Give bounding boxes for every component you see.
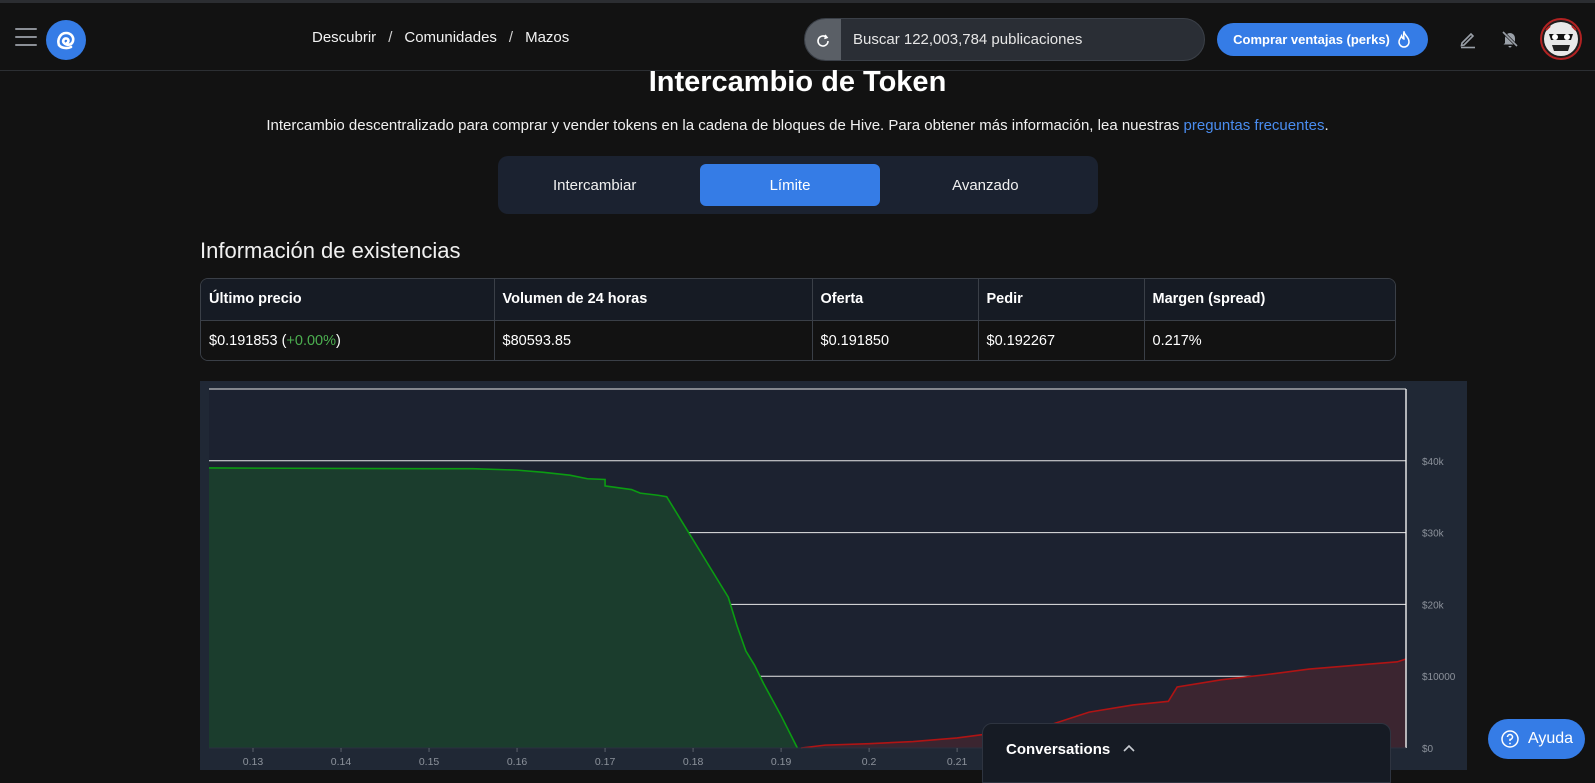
asks-line xyxy=(800,658,1407,749)
window-top-edge xyxy=(0,0,1595,3)
x-tick-label: 0.15 xyxy=(419,756,440,768)
depth-chart[interactable]: $0 $10000 $20k $30k $40k 0.13 0.14 0.15 0.16 0.17… xyxy=(200,381,1467,770)
menu-icon[interactable] xyxy=(15,28,37,46)
x-tick-label: 0.16 xyxy=(507,756,528,768)
faq-link[interactable]: preguntas frecuentes xyxy=(1183,117,1325,134)
page-subtitle: Intercambio descentralizado para comprar… xyxy=(0,117,1595,134)
bids-line xyxy=(208,467,799,749)
x-tick-label: 0.19 xyxy=(771,756,792,768)
x-tick-label: 0.21 xyxy=(947,756,968,768)
depth-chart-svg[interactable]: $0 $10000 $20k $30k $40k 0.13 0.14 0.15 0.16 0.17… xyxy=(200,381,1467,770)
buy-perks-label: Comprar ventajas (perks) xyxy=(1233,32,1390,47)
header-volume: Volumen de 24 horas xyxy=(494,279,813,321)
tab-limit[interactable]: Límite xyxy=(700,164,880,206)
header-bid: Oferta xyxy=(812,279,979,321)
bids-area xyxy=(209,467,798,748)
conversations-label: Conversations xyxy=(1006,741,1111,758)
search-input[interactable]: Buscar 122,003,784 publicaciones xyxy=(853,31,1083,48)
search-bar[interactable]: Buscar 122,003,784 publicaciones xyxy=(804,18,1205,61)
subtitle-end: . xyxy=(1324,117,1329,134)
stock-info-title: Información de existencias xyxy=(200,238,461,263)
header-spread: Margen (spread) xyxy=(1144,279,1395,321)
stock-info-table: Último precio Volumen de 24 horas Oferta… xyxy=(200,278,1396,361)
last-price-cell: $0.191853 (+0.00%) xyxy=(201,320,495,360)
logo-icon xyxy=(57,31,75,50)
breadcrumb: Descubrir / Comunidades / Mazos xyxy=(312,29,569,46)
price-change: +0.00% xyxy=(286,332,336,349)
table-header-row: Último precio Volumen de 24 horas Oferta… xyxy=(201,279,1395,321)
y-tick-label: $20k xyxy=(1422,600,1445,611)
x-tick-label: 0.13 xyxy=(243,756,264,768)
ecency-logo[interactable] xyxy=(46,20,86,60)
ask-value: $0.192267 xyxy=(978,320,1145,360)
conversations-panel[interactable]: Conversations xyxy=(982,723,1391,783)
y-tick-label: $0 xyxy=(1422,744,1434,755)
notifications-off-icon[interactable] xyxy=(1500,29,1520,49)
breadcrumb-communities[interactable]: Comunidades xyxy=(404,29,497,46)
mode-tabs: Intercambiar Límite Avanzado xyxy=(498,156,1098,214)
x-tick-label: 0.18 xyxy=(683,756,704,768)
page-title: Intercambio de Token xyxy=(648,66,947,98)
search-refresh-icon[interactable] xyxy=(805,19,841,60)
tab-swap[interactable]: Intercambiar xyxy=(552,176,637,194)
change-open: ( xyxy=(277,332,287,349)
table-row: $0.191853 (+0.00%) $80593.85 $0.191850 $… xyxy=(201,320,1395,360)
x-tick-label: 0.17 xyxy=(595,756,616,768)
y-tick-label: $40k xyxy=(1422,457,1445,468)
help-button[interactable]: Ayuda xyxy=(1488,719,1585,759)
breadcrumb-discover[interactable]: Descubrir xyxy=(312,29,377,46)
breadcrumb-decks[interactable]: Mazos xyxy=(525,29,570,46)
last-price-value: $0.191853 xyxy=(209,332,278,349)
breadcrumb-separator: / xyxy=(508,29,514,46)
chevron-up-icon[interactable] xyxy=(1122,743,1136,753)
y-tick-label: $30k xyxy=(1422,529,1445,540)
spread-value: 0.217% xyxy=(1144,320,1395,360)
breadcrumb-separator: / xyxy=(388,29,393,46)
y-tick-label: $10000 xyxy=(1422,672,1456,683)
flame-icon xyxy=(1398,30,1410,48)
tab-advanced[interactable]: Avanzado xyxy=(952,176,1019,194)
edit-icon[interactable] xyxy=(1458,29,1478,49)
buy-perks-button[interactable]: Comprar ventajas (perks) xyxy=(1217,23,1428,56)
change-close: ) xyxy=(336,332,341,349)
user-avatar[interactable] xyxy=(1540,18,1582,60)
volume-value: $80593.85 xyxy=(494,320,813,360)
help-label: Ayuda xyxy=(1527,730,1574,747)
x-tick-label: 0.14 xyxy=(331,756,352,768)
navbar: Descubrir / Comunidades / Mazos Buscar 1… xyxy=(0,3,1595,71)
help-icon xyxy=(1501,730,1519,748)
subtitle-text: Intercambio descentralizado para comprar… xyxy=(266,117,1184,134)
bid-value: $0.191850 xyxy=(812,320,979,360)
header-last-price: Último precio xyxy=(201,279,495,321)
header-ask: Pedir xyxy=(978,279,1145,321)
x-tick-label: 0.2 xyxy=(862,756,877,768)
